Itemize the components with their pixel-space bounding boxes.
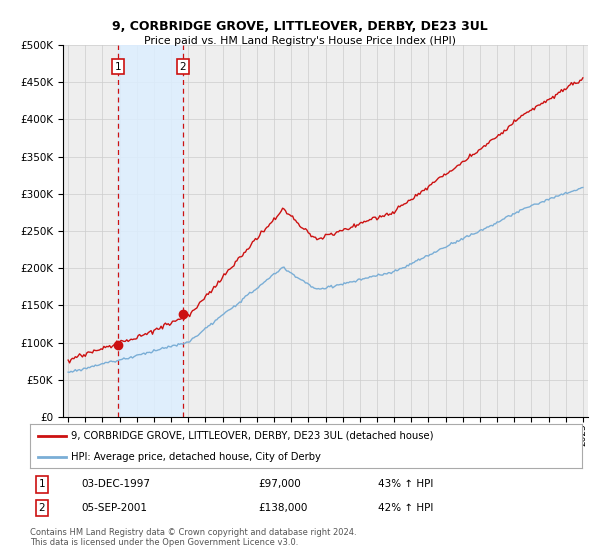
Text: 05-SEP-2001: 05-SEP-2001 [81, 503, 147, 513]
Bar [118, 45, 182, 417]
Text: £138,000: £138,000 [258, 503, 307, 513]
Text: HPI: Average price, detached house, City of Derby: HPI: Average price, detached house, City… [71, 452, 321, 461]
Text: 42% ↑ HPI: 42% ↑ HPI [378, 503, 433, 513]
Text: 9, CORBRIDGE GROVE, LITTLEOVER, DERBY, DE23 3UL: 9, CORBRIDGE GROVE, LITTLEOVER, DERBY, D… [112, 20, 488, 32]
Text: 1: 1 [115, 62, 122, 72]
Text: 2: 2 [38, 503, 46, 513]
Text: Price paid vs. HM Land Registry's House Price Index (HPI): Price paid vs. HM Land Registry's House … [144, 36, 456, 46]
Text: 9, CORBRIDGE GROVE, LITTLEOVER, DERBY, DE23 3UL (detached house): 9, CORBRIDGE GROVE, LITTLEOVER, DERBY, D… [71, 431, 434, 441]
Text: Contains HM Land Registry data © Crown copyright and database right 2024.
This d: Contains HM Land Registry data © Crown c… [30, 528, 356, 547]
Text: 1: 1 [38, 479, 46, 489]
Text: 2: 2 [179, 62, 186, 72]
Text: £97,000: £97,000 [258, 479, 301, 489]
Text: 03-DEC-1997: 03-DEC-1997 [81, 479, 150, 489]
Text: 43% ↑ HPI: 43% ↑ HPI [378, 479, 433, 489]
